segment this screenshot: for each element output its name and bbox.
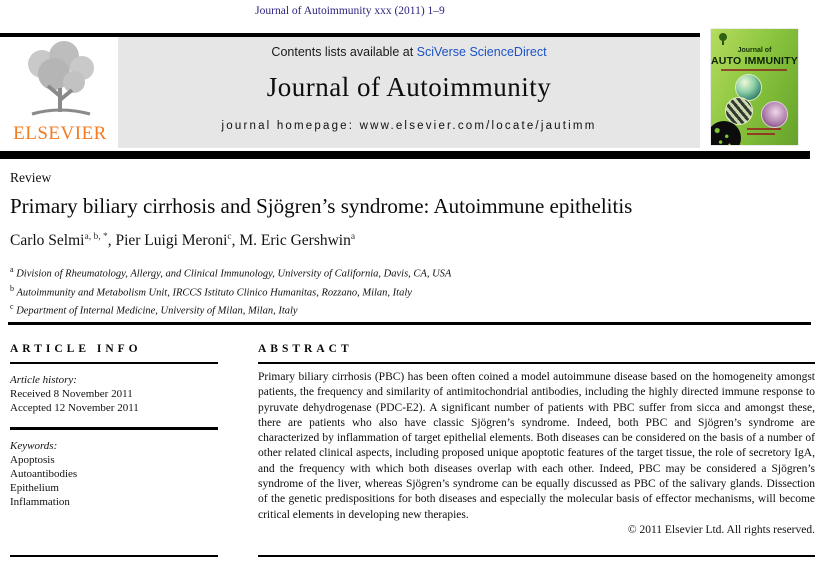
history-accepted: Accepted 12 November 2011 bbox=[10, 402, 139, 414]
article-info-section-rule bbox=[10, 427, 218, 430]
article-history-label: Article history: bbox=[10, 374, 77, 386]
journal-citation: Journal of Autoimmunity xxx (2011) 1–9 bbox=[255, 5, 445, 17]
author-line: Carlo Selmia, b, *, Pier Luigi Meronic, … bbox=[10, 232, 355, 250]
cover-microscopy-image-3 bbox=[761, 101, 788, 128]
keyword: Autoantibodies bbox=[10, 468, 78, 480]
abstract-heading-rule bbox=[258, 362, 815, 364]
affiliation-line: a Division of Rheumatology, Allergy, and… bbox=[10, 265, 452, 280]
cover-microscopy-image-2 bbox=[725, 97, 753, 125]
article-info-bottom-rule bbox=[10, 555, 218, 557]
author: Pier Luigi Meronic, bbox=[115, 232, 240, 250]
homepage-url-link[interactable]: www.elsevier.com/locate/jautimm bbox=[359, 120, 597, 132]
cover-caption-decoration-1 bbox=[747, 128, 781, 130]
abstract-bottom-rule bbox=[258, 555, 815, 557]
header-top-rule bbox=[0, 33, 700, 37]
abstract-column: ABSTRACT Primary biliary cirrhosis (PBC)… bbox=[258, 343, 815, 538]
affiliation-line: c Department of Internal Medicine, Unive… bbox=[10, 302, 298, 317]
author-affiliation-marks[interactable]: a, b, * bbox=[84, 232, 108, 242]
author: Carlo Selmia, b, *, bbox=[10, 232, 116, 250]
contents-prefix: Contents lists available at bbox=[271, 45, 417, 59]
sciverse-sciencedirect-link[interactable]: SciVerse ScienceDirect bbox=[416, 45, 547, 59]
article-info-heading-rule bbox=[10, 362, 218, 364]
article-title: Primary biliary cirrhosis and Sjögren’s … bbox=[10, 194, 633, 218]
copyright-line: © 2011 Elsevier Ltd. All rights reserved… bbox=[627, 523, 815, 536]
cover-title-small: Journal of bbox=[737, 47, 772, 54]
keyword: Apoptosis bbox=[10, 454, 55, 466]
journal-cover-thumbnail[interactable]: Journal of AUTO IMMUNITY bbox=[711, 29, 798, 145]
journal-title: Journal of Autoimmunity bbox=[266, 72, 552, 102]
elsevier-logo: ELSEVIER bbox=[6, 38, 114, 148]
author-affiliation-marks: a bbox=[350, 232, 356, 242]
author: M. Eric Gershwina bbox=[239, 232, 356, 250]
article-info-heading: ARTICLE INFO bbox=[10, 343, 142, 355]
article-type-label: Review bbox=[10, 170, 52, 185]
contents-line: Contents lists available at SciVerse Sci… bbox=[118, 45, 700, 59]
keyword: Inflammation bbox=[10, 496, 70, 508]
cover-editors-text-decoration bbox=[721, 69, 787, 71]
keyword: Epithelium bbox=[10, 482, 59, 494]
elsevier-tree-icon bbox=[28, 41, 94, 116]
cover-logo-icon bbox=[719, 33, 727, 45]
article-head-divider bbox=[8, 322, 811, 325]
cover-title-main: AUTO IMMUNITY bbox=[711, 55, 798, 67]
homepage-line: journal homepage: www.elsevier.com/locat… bbox=[118, 120, 700, 132]
abstract-heading: ABSTRACT bbox=[258, 343, 353, 355]
history-received: Received 8 November 2011 bbox=[10, 388, 133, 400]
affiliations-block: a Division of Rheumatology, Allergy, and… bbox=[10, 263, 451, 319]
article-info-column: ARTICLE INFO Article history: Received 8… bbox=[10, 343, 218, 509]
author-affiliation-marks: c bbox=[227, 232, 232, 242]
cover-caption-decoration-2 bbox=[747, 133, 775, 135]
homepage-label: journal homepage: bbox=[221, 120, 360, 132]
header-bottom-rule bbox=[0, 151, 810, 159]
keywords-label: Keywords: bbox=[10, 440, 58, 452]
abstract-text: Primary biliary cirrhosis (PBC) has been… bbox=[258, 371, 815, 521]
elsevier-wordmark: ELSEVIER bbox=[13, 123, 107, 144]
cover-microscopy-image-4 bbox=[711, 121, 741, 145]
affiliation-line: b Autoimmunity and Metabolism Unit, IRCC… bbox=[10, 283, 412, 299]
journal-header-box: Contents lists available at SciVerse Sci… bbox=[118, 37, 700, 148]
